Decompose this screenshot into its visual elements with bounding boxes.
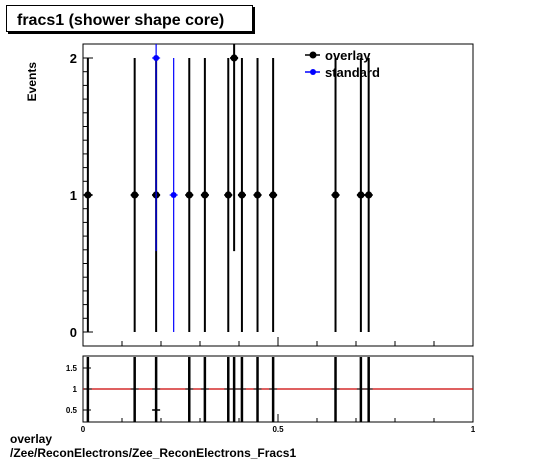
overlay-point [269, 191, 277, 199]
overlay-point [357, 191, 365, 199]
ratio-x-tick-label: 0.5 [272, 425, 284, 434]
ratio-y-tick-label: 0.5 [66, 406, 78, 415]
chart-title-box: fracs1 (shower shape core) [6, 5, 253, 32]
legend: overlay standard [305, 48, 380, 80]
ratio-x-tick-label: 1 [471, 425, 476, 434]
overlay-point [238, 191, 246, 199]
ratio-y-tick-label: 1 [73, 385, 78, 394]
standard-point [153, 55, 160, 61]
overlay-point [84, 191, 92, 199]
overlay-point [201, 191, 209, 199]
main-y-axis: 0 1 2 [70, 51, 474, 346]
overlay-point [253, 191, 262, 199]
main-plot-frame [82, 43, 474, 347]
ratio-y-tick-label: 1.5 [66, 364, 78, 373]
overlay-point [230, 54, 238, 62]
footer-line-2: /Zee/ReconElectrons/Zee_ReconElectrons_F… [10, 446, 297, 460]
overlay-point [131, 191, 139, 199]
main-y-tick-label: 0 [70, 325, 77, 340]
overlay-point [224, 191, 232, 199]
main-y-tick-label: 1 [70, 188, 77, 203]
overlay-point [365, 191, 373, 199]
overlay-point [331, 191, 340, 199]
standard-point [170, 192, 177, 198]
chart-title: fracs1 (shower shape core) [17, 12, 225, 29]
legend-standard-marker [310, 69, 316, 75]
legend-overlay-marker [309, 51, 317, 59]
footer-line-1: overlay [10, 432, 53, 446]
legend-standard-label: standard [325, 65, 380, 80]
main-marks [83, 44, 373, 332]
main-y-tick-label: 2 [70, 51, 77, 66]
ratio-axes: 0.5 1 1.5 0 0.5 1 [66, 364, 476, 434]
main-y-axis-label: Events [25, 62, 39, 102]
ratio-x-tick-label: 0 [81, 425, 86, 434]
legend-overlay-label: overlay [325, 48, 371, 63]
ratio-marks [83, 357, 473, 422]
overlay-point [185, 191, 193, 199]
